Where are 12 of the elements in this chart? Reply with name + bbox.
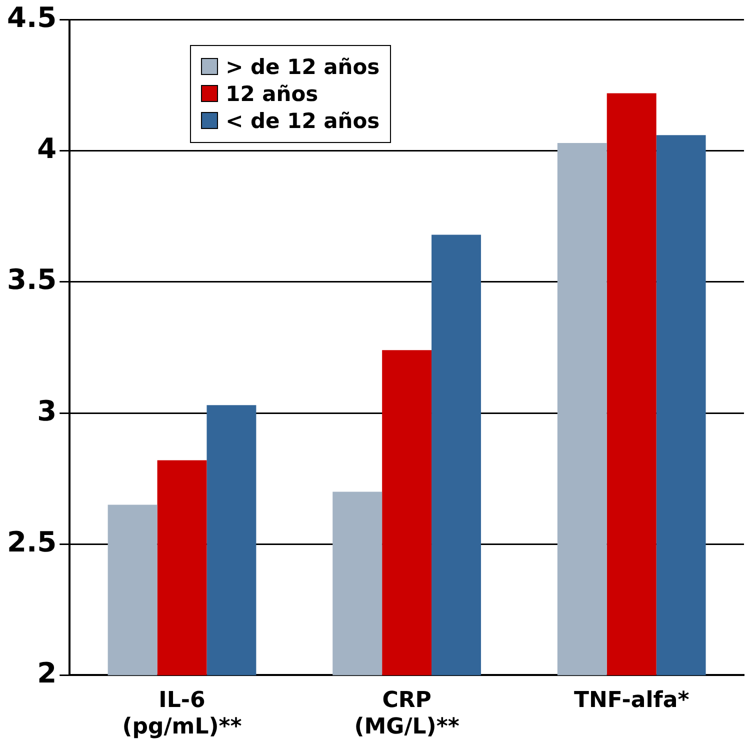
legend-label: < de 12 años: [224, 108, 380, 133]
y-tick-label: 2.5: [6, 525, 57, 558]
legend-label: > de 12 años: [224, 54, 380, 79]
x-tick-label: TNF-alfa*: [574, 688, 690, 714]
y-tick-label: 3.5: [6, 263, 57, 296]
y-tick-label: 3: [37, 394, 57, 428]
x-tick-label: CRP (MG/L)**: [354, 688, 460, 740]
y-tick-label: 2: [37, 656, 57, 690]
x-tick-label: IL-6 (pg/mL)**: [122, 688, 242, 740]
legend-label: 12 años: [224, 82, 320, 106]
y-tick-label: 4: [37, 132, 57, 166]
y-tick-label: 4.5: [6, 1, 57, 34]
